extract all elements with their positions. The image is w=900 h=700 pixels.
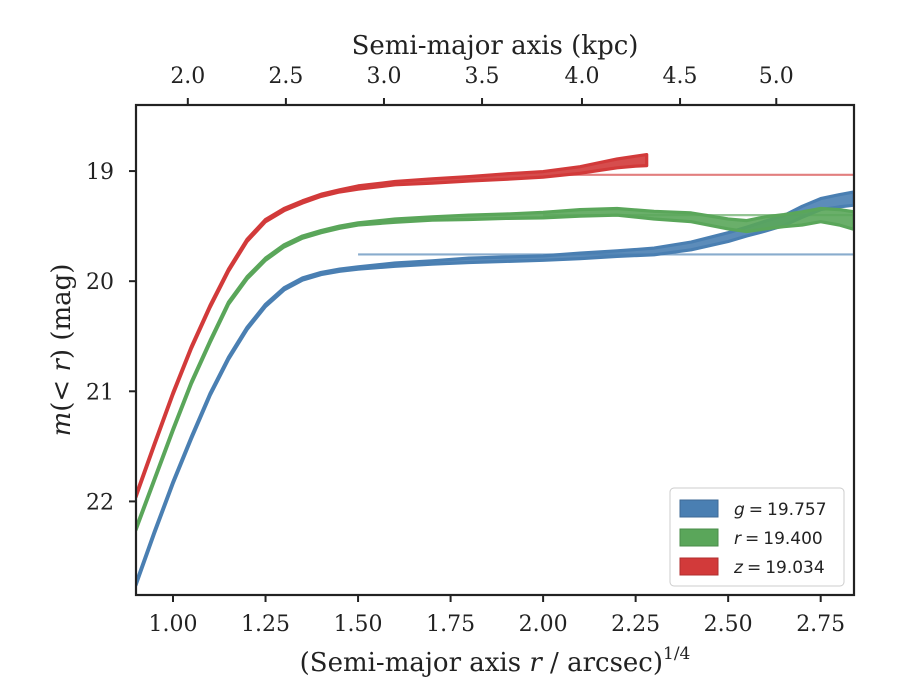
legend-label-g-var: g bbox=[734, 500, 745, 520]
legend-label-r-value: 19.400 bbox=[763, 529, 822, 549]
top-x-tick-label: 2.0 bbox=[170, 64, 205, 89]
x-axis-label-prefix: (Semi-major axis bbox=[300, 648, 530, 678]
legend-label-r-var: r bbox=[734, 529, 742, 549]
legend-label-r: r = 19.400 bbox=[734, 529, 823, 549]
legend-swatch-r bbox=[679, 528, 719, 547]
x-axis-label-exponent: 1/4 bbox=[663, 644, 690, 664]
x-tick-label: 1.25 bbox=[241, 612, 290, 637]
y-axis-label: m(< r) (mag) bbox=[47, 264, 77, 437]
top-x-tick-label: 5.0 bbox=[759, 64, 794, 89]
y-axis-label-var2: r bbox=[47, 358, 77, 372]
x-tick-label: 1.50 bbox=[334, 612, 383, 637]
y-tick-label: 22 bbox=[86, 490, 114, 515]
top-x-tick-label: 3.0 bbox=[366, 64, 401, 89]
top-x-tick-label: 2.5 bbox=[268, 64, 303, 89]
legend-label-z-value: 19.034 bbox=[765, 558, 824, 578]
legend: g = 19.757 r = 19.400 z = 19.034 bbox=[669, 487, 845, 587]
top-x-tick-label: 4.5 bbox=[663, 64, 698, 89]
legend-swatch-z bbox=[679, 557, 719, 576]
x-axis-label-suffix: / arcsec) bbox=[542, 648, 663, 678]
x-tick-label: 2.50 bbox=[704, 612, 753, 637]
y-tick-label: 21 bbox=[86, 380, 114, 405]
x-tick-label: 1.75 bbox=[426, 612, 475, 637]
x-tick-label: 2.75 bbox=[796, 612, 845, 637]
series-band-g bbox=[136, 190, 854, 587]
y-axis-label-var1: m bbox=[47, 412, 77, 437]
x-tick-label: 2.00 bbox=[519, 612, 568, 637]
series-layer bbox=[136, 153, 854, 587]
legend-label-z-var: z bbox=[733, 558, 744, 578]
x-tick-label: 2.25 bbox=[611, 612, 660, 637]
x-tick-label: 1.00 bbox=[149, 612, 198, 637]
legend-label-g: g = 19.757 bbox=[734, 500, 827, 520]
y-tick-label: 19 bbox=[86, 160, 114, 185]
legend-swatch-g bbox=[679, 499, 719, 518]
top-x-tick-label: 4.0 bbox=[564, 64, 599, 89]
top-x-tick-label: 3.5 bbox=[465, 64, 500, 89]
y-axis-label-suffix: ) (mag) bbox=[47, 264, 77, 360]
legend-label-g-value: 19.757 bbox=[767, 500, 826, 520]
series-band-r bbox=[136, 206, 854, 532]
x-axis-label: (Semi-major axis r / arcsec)1/4 bbox=[300, 644, 691, 678]
y-tick-label: 20 bbox=[86, 270, 114, 295]
x-axis-label-var: r bbox=[529, 648, 543, 678]
plot-frame bbox=[134, 103, 856, 597]
ticks-layer: 1.00 1.25 1.50 1.75 2.00 2.25 2.50 2.75 19 20 21 22… bbox=[86, 64, 845, 637]
top-x-axis-label: Semi-major axis (kpc) bbox=[352, 31, 639, 61]
series-band-z bbox=[136, 153, 649, 499]
y-axis-label-mid: (< bbox=[47, 372, 77, 412]
legend-label-z: z = 19.034 bbox=[733, 558, 825, 578]
